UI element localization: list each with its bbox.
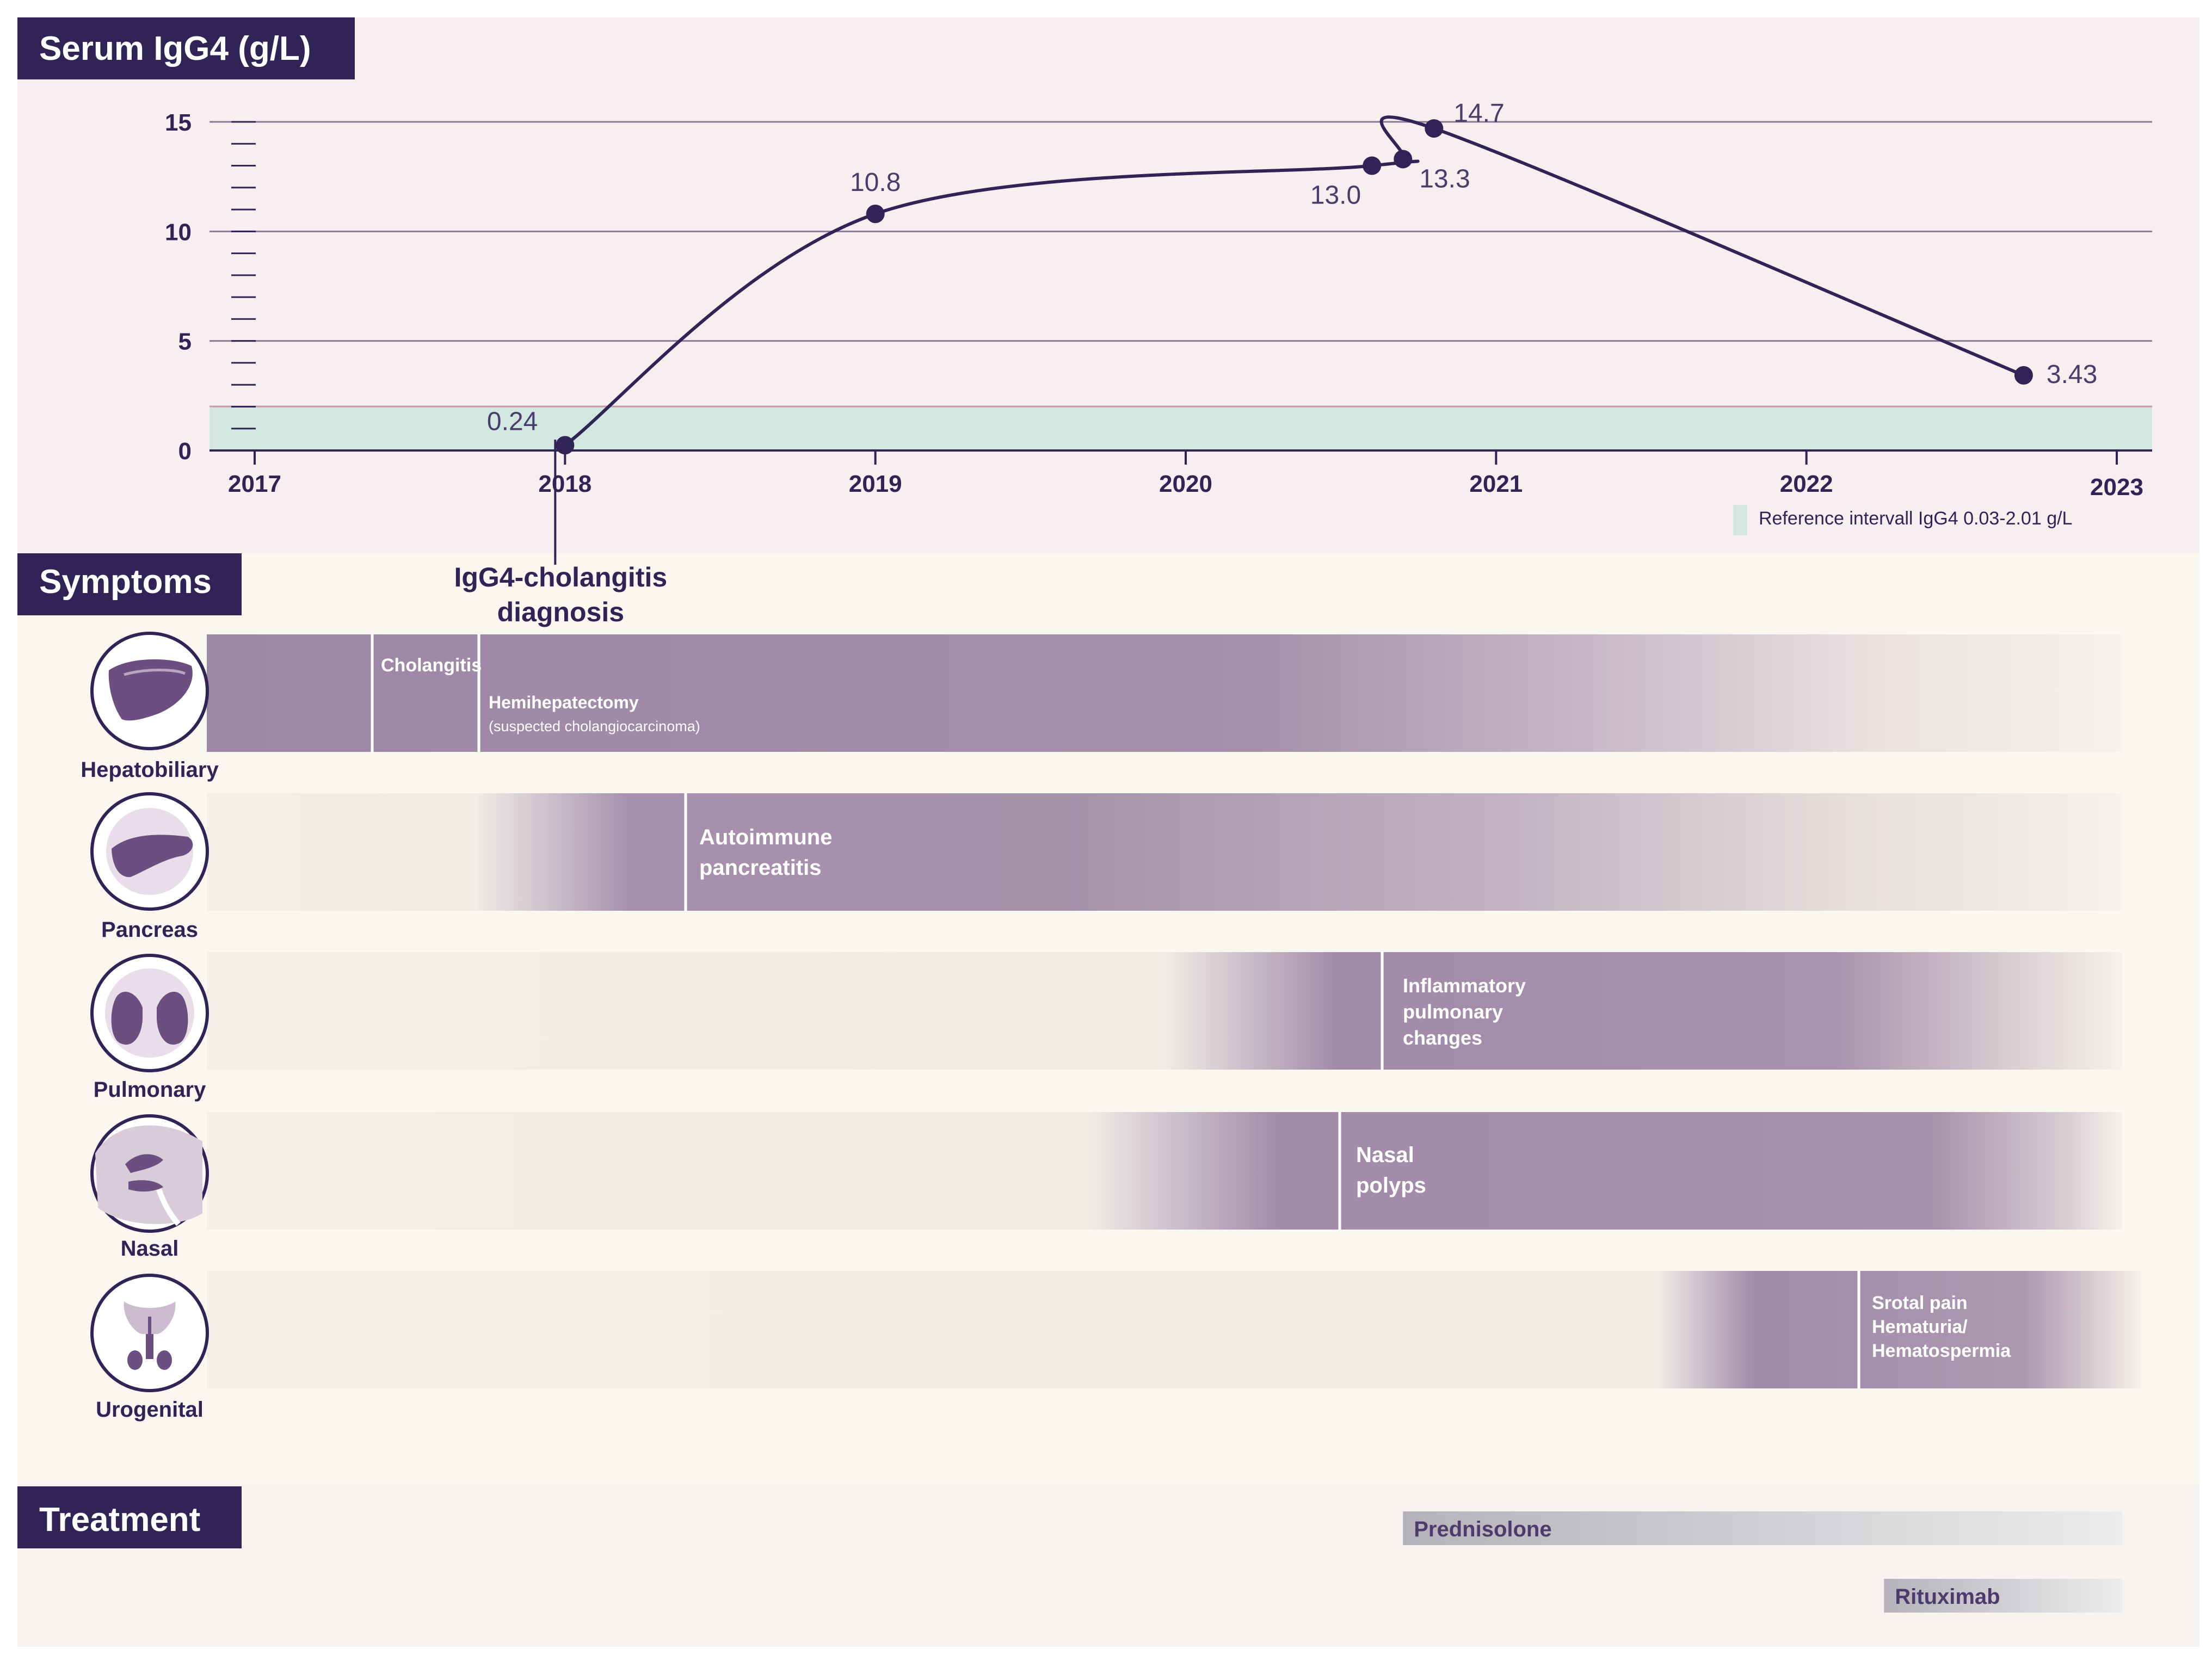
data-point	[1425, 119, 1444, 138]
symptom-row-hepatobiliary: Cholangitis Hemihepatectomy (suspected c…	[81, 632, 2122, 782]
symptoms-header: Symptoms	[17, 553, 242, 615]
x-tick-label: 2021	[1469, 471, 1523, 497]
event-polyps: polyps	[1356, 1174, 1426, 1197]
event-autoimmune: Autoimmune	[699, 825, 832, 849]
treatment-title: Treatment	[39, 1501, 200, 1539]
treatment-bars: Prednisolone Rituximab	[1403, 1511, 2122, 1613]
data-point	[556, 436, 575, 455]
diagnosis-annotation: IgG4-cholangitis diagnosis	[454, 562, 667, 627]
reference-legend-swatch	[1733, 505, 1747, 535]
nasal-bar	[207, 1112, 2122, 1230]
symptoms-title: Symptoms	[39, 563, 212, 601]
reference-legend: Reference intervall IgG4 0.03-2.01 g/L	[1733, 505, 2072, 535]
treatment-label-rituximab: Rituximab	[1895, 1585, 2000, 1609]
igg4-line-chart: 0 5 10 15 2017 2018 2019 2020 2021 2022 2023 0.24…	[165, 99, 2152, 627]
x-tick-label: 2018	[538, 471, 591, 497]
symptom-row-pulmonary: Inflammatory pulmonary changes Pulmonary	[90, 952, 2122, 1102]
treatment-label-prednisolone: Prednisolone	[1414, 1517, 1551, 1541]
x-tick-label: 2023	[2090, 474, 2143, 501]
data-label: 13.3	[1419, 164, 1470, 193]
symptom-row-urogenital: Srotal pain Hematuria/ Hematospermia Uro…	[90, 1271, 2141, 1422]
event-hemihepatectomy-note: (suspected cholangiocarcinoma)	[489, 718, 700, 734]
x-tick-label: 2022	[1780, 471, 1833, 497]
diagnosis-annotation-line-text: IgG4-cholangitis	[454, 562, 667, 592]
lungs-icon	[90, 954, 209, 1072]
event-hematospermia: Hematospermia	[1872, 1341, 2011, 1361]
treatment-panel	[17, 1484, 2199, 1647]
x-tick-label: 2019	[849, 471, 902, 497]
symptom-row-nasal: Nasal polyps Nasal	[90, 1112, 2122, 1261]
diagnosis-annotation-line-text: diagnosis	[497, 597, 624, 627]
y-tick-label: 0	[178, 438, 192, 465]
data-point	[1394, 150, 1413, 169]
chart-title-header: Serum IgG4 (g/L)	[17, 17, 355, 79]
liver-icon	[90, 632, 209, 750]
x-tick-label: 2020	[1159, 471, 1212, 497]
chart-panel	[17, 17, 2199, 553]
reference-band	[210, 406, 2152, 450]
urogenital-icon	[90, 1274, 209, 1392]
treatment-bar-prednisolone	[1403, 1511, 2122, 1545]
data-label: 10.8	[850, 168, 901, 197]
event-pancreatitis: pancreatitis	[699, 856, 822, 880]
symptom-row-pancreas: Autoimmune pancreatitis Pancreas	[90, 792, 2122, 942]
reference-legend-label: Reference intervall IgG4 0.03-2.01 g/L	[1759, 508, 2072, 529]
pulmonary-bar	[207, 952, 2122, 1070]
treatment-bar-rituximab	[1884, 1579, 2122, 1613]
pancreas-bar	[207, 793, 2122, 911]
data-label: 3.43	[2047, 360, 2097, 389]
hepatobiliary-bar	[207, 634, 2122, 752]
event-pulmonary: pulmonary	[1403, 1001, 1503, 1023]
treatment-header: Treatment	[17, 1486, 242, 1548]
nasal-icon	[90, 1114, 209, 1233]
organ-label-pulmonary: Pulmonary	[94, 1078, 206, 1102]
event-hematuria: Hematuria/	[1872, 1317, 1968, 1337]
data-label: 0.24	[487, 407, 538, 436]
event-inflammatory: Inflammatory	[1403, 974, 1526, 997]
data-point	[866, 205, 885, 224]
data-label: 14.7	[1453, 99, 1504, 128]
data-point	[1363, 156, 1382, 175]
data-point	[2014, 366, 2033, 385]
y-tick-label: 15	[165, 109, 192, 136]
organ-label-pancreas: Pancreas	[101, 918, 198, 942]
y-tick-label: 10	[165, 219, 192, 245]
event-cholangitis: Cholangitis	[381, 655, 482, 676]
y-tick-label: 5	[178, 329, 192, 355]
event-hemihepatectomy: Hemihepatectomy	[489, 693, 639, 712]
organ-label-nasal: Nasal	[121, 1237, 179, 1261]
event-changes: changes	[1403, 1027, 1482, 1049]
organ-label-urogenital: Urogenital	[96, 1398, 204, 1422]
event-nasal: Nasal	[1356, 1143, 1414, 1167]
event-scrotal-pain: Srotal pain	[1872, 1293, 1968, 1313]
symptom-rows: Cholangitis Hemihepatectomy (suspected c…	[81, 632, 2141, 1422]
series-line	[564, 115, 2025, 447]
organ-label-hepatobiliary: Hepatobiliary	[81, 758, 219, 782]
chart-title: Serum IgG4 (g/L)	[39, 30, 311, 67]
pancreas-icon	[90, 792, 209, 911]
data-label: 13.0	[1310, 181, 1361, 210]
x-tick-label: 2017	[228, 471, 281, 497]
urogenital-bar	[207, 1271, 2141, 1388]
